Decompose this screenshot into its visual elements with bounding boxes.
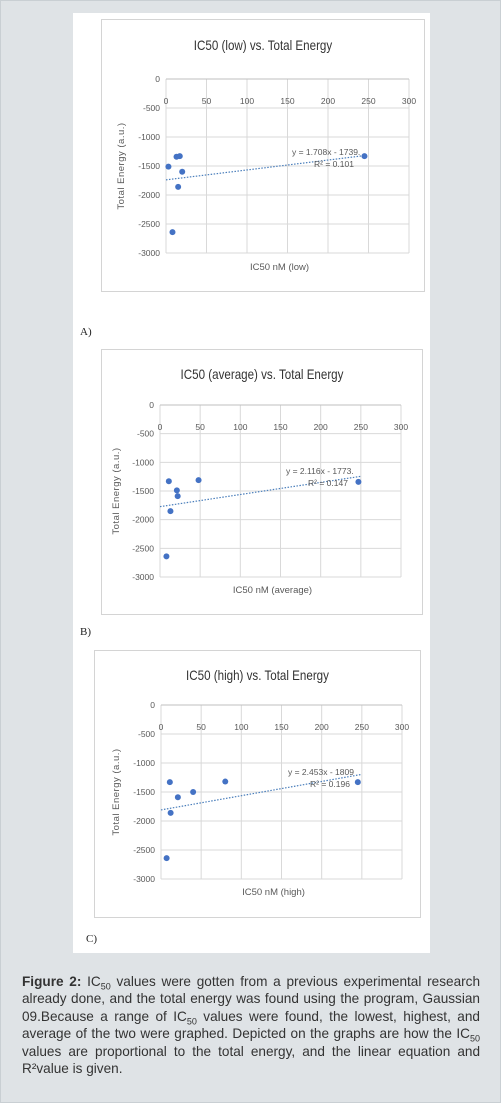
caption-text-1: IC — [81, 974, 101, 989]
data-point — [190, 789, 197, 795]
x-tick-label: 250 — [355, 722, 369, 732]
x-tick-label: 300 — [394, 422, 408, 432]
x-tick-label: 250 — [361, 96, 375, 106]
x-tick-label: 50 — [196, 722, 206, 732]
x-tick-label: 100 — [234, 722, 248, 732]
trendline — [160, 773, 362, 811]
data-point — [165, 163, 172, 170]
y-axis-label: Total Energy (a.u.) — [111, 447, 122, 534]
x-tick-label: 200 — [315, 722, 329, 732]
data-point — [167, 508, 174, 515]
caption-text-4: values are proportional to the total ene… — [22, 1043, 480, 1077]
figure-caption: Figure 2: IC50 values were gotten from a… — [22, 973, 480, 1077]
data-point — [354, 779, 361, 786]
x-tick-label: 100 — [233, 422, 247, 432]
data-point — [195, 477, 202, 484]
panel-label-c: C) — [86, 933, 97, 945]
chart-title: IC50 (high) vs. Total Energy — [186, 668, 330, 683]
data-point — [173, 487, 180, 494]
x-tick-label: 200 — [321, 96, 335, 106]
x-tick-label: 250 — [354, 422, 368, 432]
chart-title: IC50 (low) vs. Total Energy — [194, 38, 333, 53]
trendline-equation: y = 2.116x - 1773. — [286, 466, 354, 476]
y-tick-label: -1500 — [138, 161, 160, 171]
data-point — [175, 183, 182, 190]
chart-title: IC50 (average) vs. Total Energy — [181, 367, 345, 382]
data-point — [179, 168, 186, 175]
y-tick-label: -500 — [137, 429, 154, 439]
caption-sub-3: 50 — [469, 1033, 480, 1044]
chart-svg: IC50 (high) vs. Total Energy 0 -500 -1000 -1… — [111, 668, 409, 898]
data-point — [361, 153, 368, 160]
x-tick-label: 300 — [395, 722, 409, 732]
caption-sub-2: 50 — [186, 1016, 197, 1027]
y-tick-label: -500 — [138, 729, 155, 739]
x-tick-label: 0 — [159, 722, 164, 732]
caption-sub-1: 50 — [100, 981, 111, 992]
x-tick-label: 150 — [274, 722, 288, 732]
y-tick-label: 0 — [150, 700, 155, 710]
y-tick-label: -1500 — [133, 787, 155, 797]
chart-svg: IC50 (low) vs. Total Energy 0 -500 -1000 -15… — [116, 38, 416, 273]
data-point — [165, 478, 172, 485]
y-tick-label: -2500 — [133, 845, 155, 855]
y-axis-label: Total Energy (a.u.) — [116, 122, 127, 209]
chart-svg: IC50 (average) vs. Total Energy 0 -500 -100… — [111, 367, 408, 596]
x-tick-label: 150 — [273, 422, 287, 432]
y-tick-label: -1000 — [132, 457, 154, 467]
chart-low: IC50 (low) vs. Total Energy 0 -500 -1000 -15… — [101, 19, 425, 292]
data-point — [163, 855, 170, 862]
trendline — [159, 475, 361, 508]
y-tick-label: -3000 — [132, 572, 154, 582]
r-squared-label: R² = 0.147 — [308, 478, 348, 488]
trendline-equation: y = 1.708x - 1739. — [292, 147, 360, 157]
data-point — [355, 478, 362, 485]
chart-average: IC50 (average) vs. Total Energy 0 -500 -100… — [101, 349, 423, 615]
chart-high: IC50 (high) vs. Total Energy 0 -500 -1000 -1… — [94, 650, 421, 918]
x-tick-label: 200 — [314, 422, 328, 432]
data-point — [174, 794, 181, 801]
x-tick-label: 100 — [240, 96, 254, 106]
y-tick-label: -1500 — [132, 486, 154, 496]
caption-text-3: values were found, the lowest, highest, … — [22, 1008, 480, 1042]
trendline-equation: y = 2.453x - 1809 — [288, 767, 354, 777]
x-tick-label: 0 — [158, 422, 163, 432]
x-tick-label: 0 — [164, 96, 169, 106]
y-tick-label: -2500 — [138, 219, 160, 229]
y-axis-label: Total Energy (a.u.) — [111, 748, 122, 835]
data-point — [222, 778, 229, 785]
y-tick-label: -1000 — [133, 758, 155, 768]
r-squared-label: R² = 0.101 — [314, 159, 354, 169]
y-tick-label: -3000 — [133, 874, 155, 884]
y-tick-label: -3000 — [138, 248, 160, 258]
y-tick-label: -1000 — [138, 132, 160, 142]
figure-area: IC50 (low) vs. Total Energy 0 -500 -1000 -15… — [73, 13, 430, 953]
caption-text-2: values were gotten from a previous exper… — [22, 974, 481, 1024]
x-tick-label: 50 — [195, 422, 205, 432]
caption-label: Figure 2: — [22, 974, 82, 989]
data-point — [169, 229, 176, 236]
x-axis-label: IC50 nM (high) — [242, 887, 305, 898]
y-tick-label: 0 — [149, 400, 154, 410]
data-point — [167, 809, 174, 816]
panel-label-a: A) — [80, 326, 92, 338]
trendline — [165, 154, 369, 181]
y-tick-label: -2000 — [133, 816, 155, 826]
y-tick-label: -2000 — [138, 190, 160, 200]
x-axis-label: IC50 nM (low) — [250, 262, 309, 273]
data-point — [166, 779, 173, 786]
r-squared-label: R² = 0.196 — [310, 779, 350, 789]
x-tick-label: 150 — [280, 96, 294, 106]
panel-label-b: B) — [80, 626, 91, 638]
data-point — [163, 553, 170, 560]
x-tick-label: 300 — [402, 96, 416, 106]
data-point — [174, 493, 181, 500]
y-tick-label: -2000 — [132, 515, 154, 525]
data-point — [176, 153, 183, 160]
y-tick-label: -500 — [143, 103, 160, 113]
y-tick-label: 0 — [155, 74, 160, 84]
x-axis-label: IC50 nM (average) — [233, 585, 312, 596]
y-tick-label: -2500 — [132, 543, 154, 553]
x-tick-label: 50 — [202, 96, 212, 106]
